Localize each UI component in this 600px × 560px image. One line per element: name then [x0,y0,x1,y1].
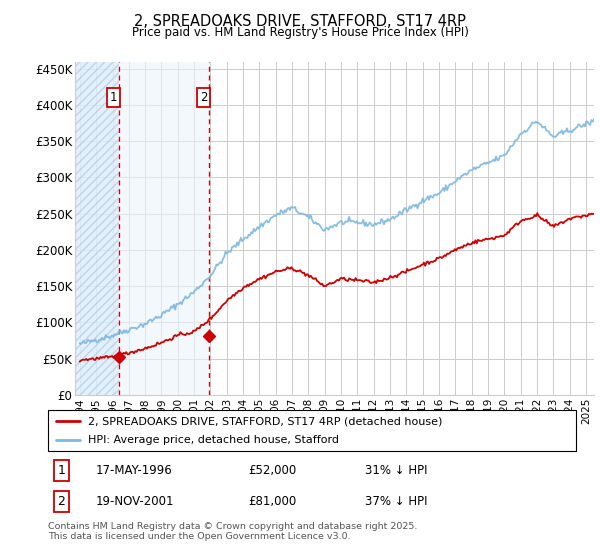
Text: £81,000: £81,000 [248,494,297,508]
Text: HPI: Average price, detached house, Stafford: HPI: Average price, detached house, Staf… [88,435,338,445]
Text: Contains HM Land Registry data © Crown copyright and database right 2025.
This d: Contains HM Land Registry data © Crown c… [48,522,418,542]
Text: £52,000: £52,000 [248,464,297,477]
Text: 19-NOV-2001: 19-NOV-2001 [95,494,174,508]
Text: 1: 1 [57,464,65,477]
Text: 2, SPREADOAKS DRIVE, STAFFORD, ST17 4RP: 2, SPREADOAKS DRIVE, STAFFORD, ST17 4RP [134,14,466,29]
Text: Price paid vs. HM Land Registry's House Price Index (HPI): Price paid vs. HM Land Registry's House … [131,26,469,39]
Text: 2: 2 [200,91,207,104]
Bar [75,62,119,395]
Bar [119,62,209,395]
Text: 37% ↓ HPI: 37% ↓ HPI [365,494,427,508]
Text: 1: 1 [110,91,117,104]
Text: 2: 2 [57,494,65,508]
Text: 17-MAY-1996: 17-MAY-1996 [95,464,172,477]
Text: 2, SPREADOAKS DRIVE, STAFFORD, ST17 4RP (detached house): 2, SPREADOAKS DRIVE, STAFFORD, ST17 4RP … [88,417,442,426]
Text: 31% ↓ HPI: 31% ↓ HPI [365,464,427,477]
FancyBboxPatch shape [48,410,576,451]
